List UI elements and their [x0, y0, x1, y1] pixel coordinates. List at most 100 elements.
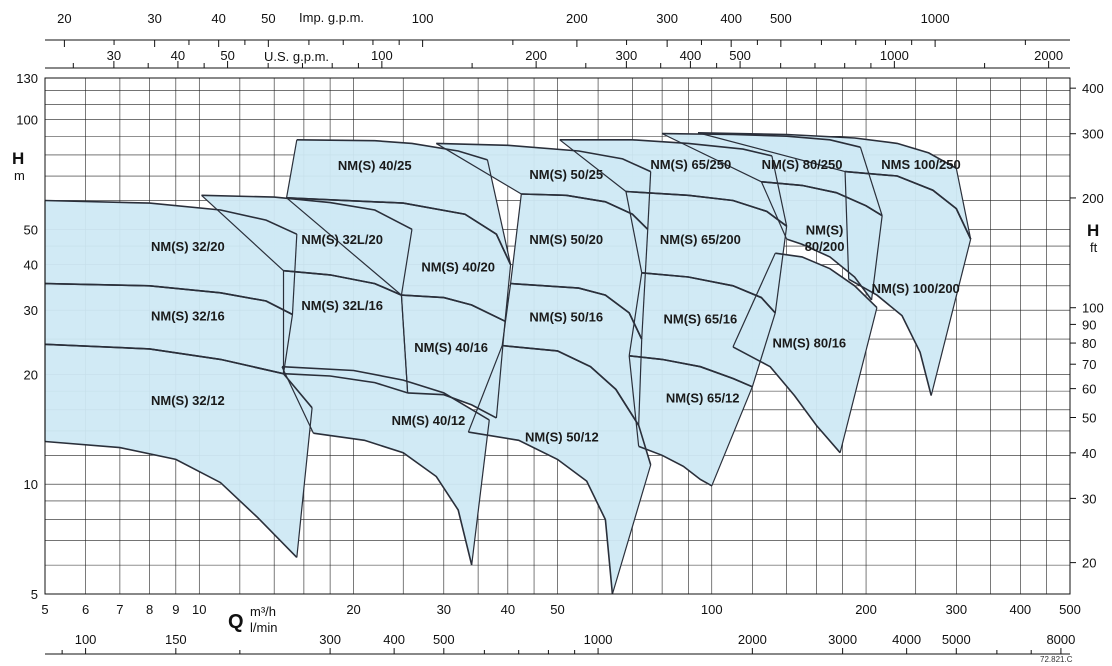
imp-gpm-axis: 20 30 40 50 100 200 300 400 500 1000: [45, 11, 1070, 47]
us-axis-label: U.S. g.p.m.: [264, 49, 329, 64]
region-fill: [502, 283, 642, 426]
lmin-axis: 100 150 300 400 500 1000 2000 3000 4000 5000 8000: [45, 632, 1075, 655]
region-right-edge: [859, 146, 883, 216]
plot-frame: [44, 77, 1071, 595]
y-right-tick-label: 40: [1082, 446, 1096, 461]
region-fill: [468, 345, 651, 594]
region-fill: [45, 344, 313, 558]
region-right-edge: [641, 229, 649, 340]
curve-bottom: [44, 282, 293, 316]
us-tick-label: 30: [107, 48, 121, 63]
x-tick-label: 200: [855, 602, 877, 617]
x-tick-label: 100: [701, 602, 723, 617]
region-left-edge: [201, 194, 284, 272]
us-tick-label: 50: [220, 48, 234, 63]
curve-bottom: [786, 238, 873, 301]
region-label: NM(S) 32/20: [151, 239, 225, 254]
curve-top: [296, 139, 488, 161]
region-fill: [282, 366, 490, 566]
region-fill: [698, 132, 971, 240]
region-fill: [286, 197, 511, 322]
imp-tick-label: 200: [566, 11, 588, 26]
us-gpm-axis: 30 40 50 100 200 300 400 500 1000 2000: [45, 48, 1070, 69]
region-right-edge: [955, 168, 972, 240]
region-label: NM(S) 40/20: [421, 260, 495, 275]
us-tick-label: 200: [525, 48, 547, 63]
region-label: NM(S) 65/12: [666, 390, 740, 405]
curve-top: [436, 142, 652, 173]
region-left-edge: [628, 272, 643, 356]
lmin-tick-label: 400: [383, 632, 405, 647]
region-left-edge: [628, 355, 640, 447]
us-tick-label: 300: [616, 48, 638, 63]
region-left-edge: [661, 133, 762, 183]
imp-tick-label: 20: [57, 11, 71, 26]
us-tick-label: 100: [371, 48, 393, 63]
curve-top: [283, 269, 402, 296]
lmin-tick-label: 500: [433, 632, 455, 647]
x-tick-label: 300: [945, 602, 967, 617]
region-right-edge: [504, 264, 512, 322]
x-tick-label: 10: [192, 602, 206, 617]
curve-bottom: [313, 432, 473, 566]
us-tick-label: 40: [171, 48, 185, 63]
x-tick-label: 50: [550, 602, 564, 617]
lmin-tick-label: 5000: [942, 632, 971, 647]
region-label: NM(S) 32L/16: [301, 298, 383, 313]
region-fill: [283, 270, 408, 393]
region-label: NM(S) 80/16: [772, 335, 846, 350]
x-tick-label: 9: [172, 602, 179, 617]
y-tick-label: 20: [24, 367, 38, 382]
region-right-edge: [647, 171, 652, 230]
curve-top: [697, 132, 957, 169]
region-left-edge: [732, 252, 776, 348]
figure-reference: 72.821.C: [1040, 655, 1073, 664]
curve-top: [775, 252, 878, 309]
lmin-tick-label: 8000: [1046, 632, 1075, 647]
curve-top: [559, 139, 773, 157]
y-right-tick-label: 80: [1082, 336, 1096, 351]
region-left-edge: [285, 139, 298, 198]
curve-top: [502, 344, 652, 466]
curve-top: [44, 199, 298, 235]
y-tick-label: 40: [24, 258, 38, 273]
x-tick-label: 5: [41, 602, 48, 617]
curve-top: [510, 282, 643, 340]
y-tick-label: 100: [16, 113, 38, 128]
curve-top: [641, 272, 776, 314]
region-right-edge: [711, 386, 753, 487]
region-label: NMS 100/250: [881, 157, 961, 172]
y-right-tick-label: 50: [1082, 410, 1096, 425]
imp-tick-label: 400: [720, 11, 742, 26]
x-tick-label: 400: [1009, 602, 1031, 617]
region-label: NM(S) 32/12: [151, 393, 225, 408]
curve-top: [629, 355, 753, 388]
y-tick-label: 30: [24, 303, 38, 318]
region-left-edge: [760, 181, 788, 240]
performance-regions: [44, 132, 972, 595]
region-right-edge: [839, 307, 878, 453]
curve-top: [521, 193, 649, 230]
region-label: NM(S) 32/16: [151, 309, 225, 324]
curve-bottom: [468, 431, 614, 595]
region-label: NM(S) 32L/20: [301, 232, 383, 247]
imp-tick-label: 40: [211, 11, 225, 26]
lmin-tick-label: 4000: [892, 632, 921, 647]
region-label: NM(S) 40/16: [414, 340, 488, 355]
region-label: NM(S) 40/25: [338, 158, 412, 173]
imp-tick-label: 500: [770, 11, 792, 26]
region-label: NM(S) 80/250: [762, 157, 843, 172]
y-right-tick-label: 400: [1082, 81, 1104, 96]
y-tick-label: 50: [24, 222, 38, 237]
region-right-edge: [611, 464, 652, 595]
region-fill: [625, 191, 787, 313]
region-left-edge: [281, 366, 314, 434]
x-tick-label: 20: [346, 602, 360, 617]
region-fill: [629, 272, 776, 387]
region-label: NM(S) 50/20: [529, 232, 603, 247]
region-left-edge: [559, 139, 627, 192]
us-tick-label: 500: [729, 48, 751, 63]
region-right-edge: [870, 215, 883, 301]
region-right-edge: [471, 419, 490, 566]
x-axis-symbol: Q: [228, 611, 244, 633]
